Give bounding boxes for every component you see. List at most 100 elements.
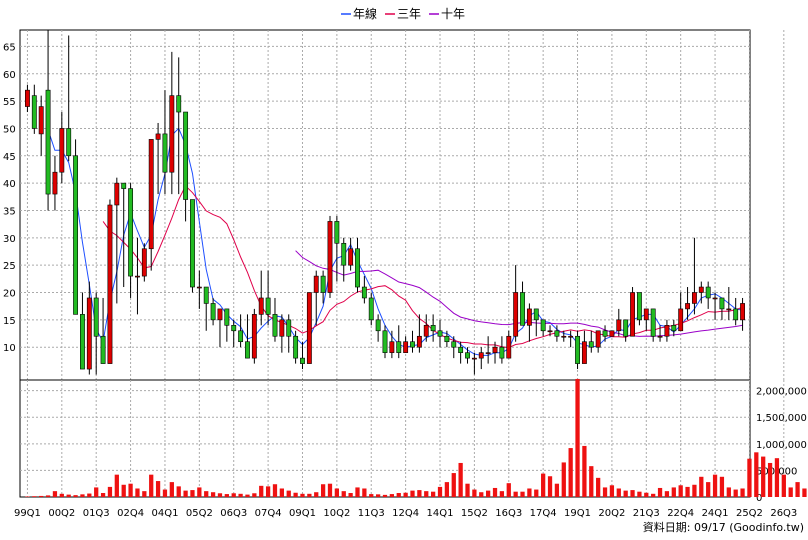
candle-body-down [444, 335, 450, 343]
candle-body-down [361, 286, 367, 299]
candle [595, 330, 601, 353]
x-tick-label: 21Q3 [633, 508, 660, 519]
candle-body-up [664, 325, 670, 337]
x-tick-label: 22Q4 [667, 508, 694, 519]
candle [210, 297, 216, 326]
candle [320, 270, 326, 304]
candle [588, 330, 594, 353]
candle-body-up [52, 171, 58, 195]
candle [334, 215, 340, 282]
candle-body-down [31, 95, 37, 129]
candle [196, 270, 202, 309]
candle-body-up [258, 297, 264, 315]
candle [485, 336, 491, 364]
candle [59, 112, 65, 184]
volume-bar [45, 495, 51, 497]
candle-body-down [396, 341, 402, 353]
volume-bar [286, 490, 291, 497]
volume-bar [712, 474, 718, 497]
volume-bar [520, 491, 525, 497]
candle [740, 297, 745, 331]
volume-bar [355, 487, 360, 497]
candle [451, 336, 457, 359]
candle-body-up [423, 325, 429, 337]
candle [444, 330, 450, 348]
candle [705, 281, 711, 309]
volume-bar [320, 484, 326, 497]
candle-body-down [465, 352, 470, 359]
candle [506, 330, 512, 359]
volume-bar [66, 494, 71, 497]
volume-bars [25, 378, 807, 497]
candle [258, 270, 264, 326]
volume-bar [252, 493, 257, 497]
candle [416, 314, 422, 353]
candle-body-up [114, 182, 120, 206]
volume-bar [678, 485, 683, 497]
candle [121, 182, 127, 288]
candle [712, 292, 718, 320]
candle [341, 237, 347, 282]
candle [217, 308, 223, 348]
volume-bar [458, 462, 463, 497]
candle-body-up [141, 248, 147, 277]
candle [664, 319, 670, 342]
candle [86, 281, 92, 375]
volume-bar [94, 487, 99, 497]
candle-body-down [176, 95, 182, 113]
volume-bar [369, 494, 374, 497]
candle-body-down [66, 128, 72, 157]
volume-bar [795, 482, 800, 497]
candle-body-down [623, 319, 629, 337]
candle [114, 177, 120, 304]
volume-bar [39, 495, 44, 497]
legend-label-0: 年線 [353, 6, 377, 21]
x-tick-label: 10Q2 [323, 508, 350, 519]
candle-body-down [650, 308, 656, 337]
volume-bar [589, 466, 594, 497]
volume-tick-label: 0 [756, 493, 762, 504]
candle-body-up [403, 341, 409, 353]
candle [520, 281, 525, 326]
candle-body-up [506, 335, 512, 359]
candle-body-down [80, 314, 85, 370]
x-axis-labels: 99Q1 00Q2 01Q3 02Q4 04Q1 05Q2 06Q3 07Q4 09Q1 10Q2… [14, 508, 797, 519]
ma-line-1 [102, 185, 743, 349]
volume-tick-label: 1,000,000 [756, 440, 807, 451]
candle-body-up [217, 308, 223, 321]
candle-body-up [568, 335, 574, 338]
candle-body-up [25, 89, 30, 107]
candle-body-down [375, 319, 381, 332]
candle [361, 276, 367, 304]
candle-body-down [451, 341, 457, 348]
price-tick-label: 50 [3, 124, 16, 135]
candle-body-up [526, 308, 532, 326]
volume-bar [403, 492, 408, 497]
volume-bar [162, 489, 168, 497]
candle-body-down [382, 330, 388, 353]
volume-bar [561, 462, 566, 497]
volume-bar [492, 487, 498, 497]
candle [203, 286, 209, 331]
candle-body-down [245, 341, 250, 359]
volume-bar [465, 483, 470, 497]
candle [135, 237, 140, 315]
candle [513, 265, 519, 342]
volume-bar [135, 488, 140, 497]
candle [52, 155, 58, 211]
candle [685, 287, 690, 320]
candle [272, 297, 278, 342]
candle-body-up [196, 286, 202, 289]
volume-bar [699, 476, 704, 497]
x-tick-label: 99Q1 [14, 508, 41, 519]
volume-bar [664, 491, 670, 497]
candle-body-down [410, 341, 415, 348]
candle [251, 308, 257, 364]
candle [45, 30, 51, 211]
volume-bar [396, 493, 401, 497]
x-tick-label: 20Q2 [598, 508, 625, 519]
x-tick-label: 05Q2 [186, 508, 213, 519]
x-tick-label: 15Q2 [461, 508, 488, 519]
candle [141, 243, 147, 282]
